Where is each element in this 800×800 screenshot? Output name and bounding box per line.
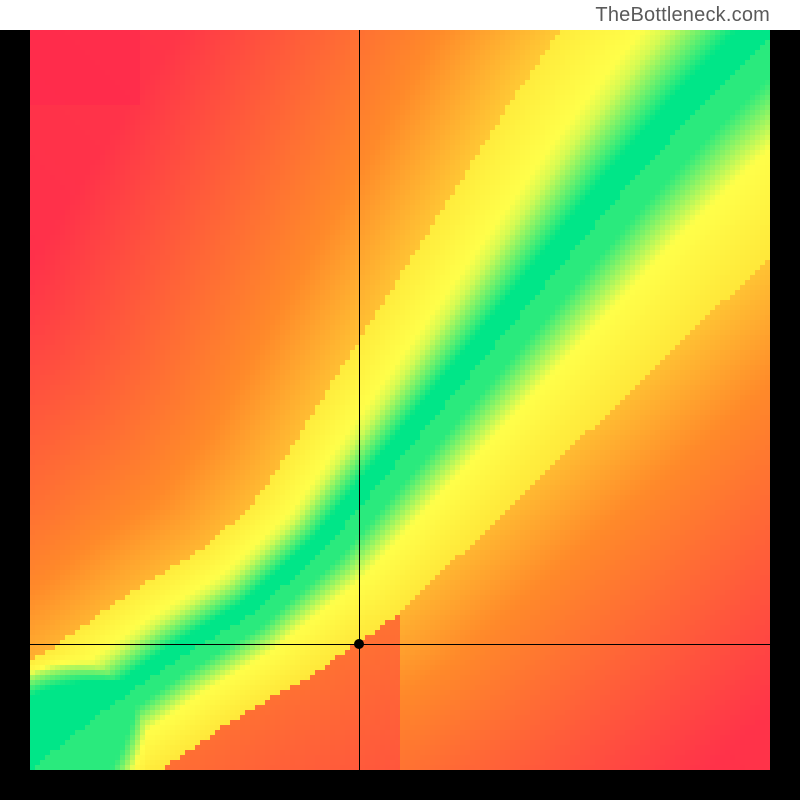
crosshair-vertical [359, 30, 360, 770]
crosshair-horizontal [30, 644, 770, 645]
crosshair-marker [354, 639, 364, 649]
outer-frame: TheBottleneck.com [0, 0, 800, 800]
heatmap-plot [30, 30, 770, 770]
attribution-bar: TheBottleneck.com [0, 0, 800, 30]
attribution-text: TheBottleneck.com [595, 4, 770, 26]
heatmap-canvas [30, 30, 770, 770]
stage [0, 30, 800, 800]
